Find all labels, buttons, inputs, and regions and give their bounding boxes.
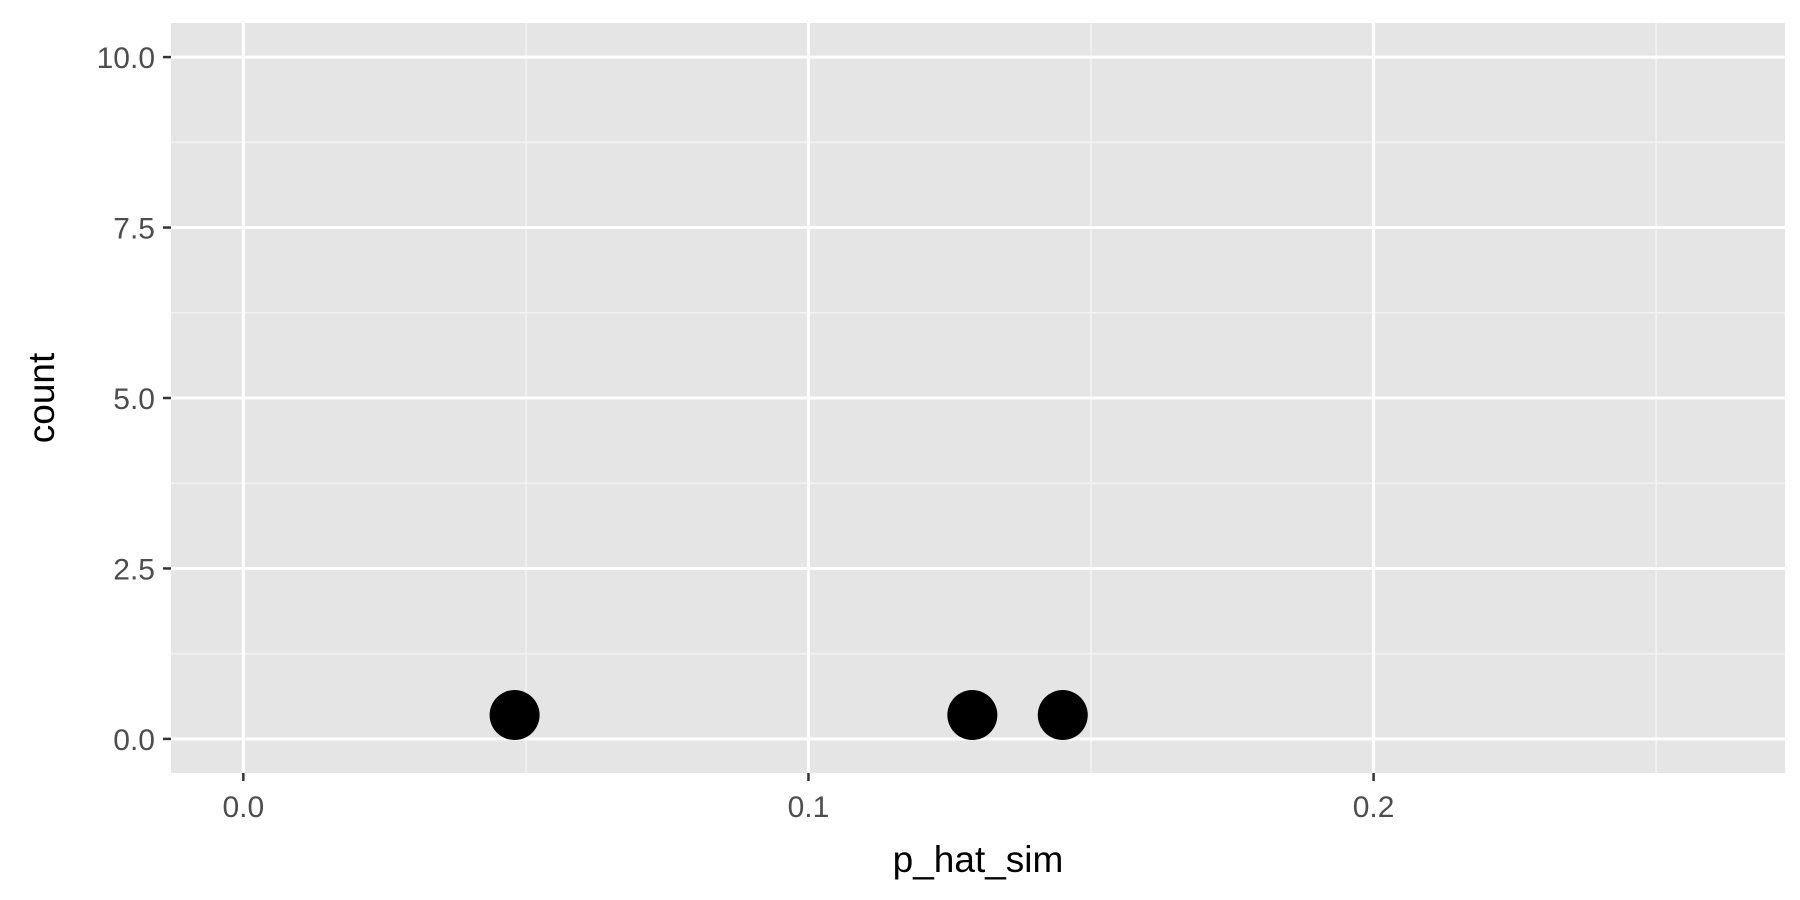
y-axis: 0.0 2.5 5.0 7.5 10.0 [97, 42, 171, 757]
x-tick-label: 0.2 [1353, 791, 1395, 824]
x-tick-label: 0.0 [222, 791, 264, 824]
y-tick-label: 10.0 [97, 42, 155, 75]
y-tick-label: 0.0 [113, 724, 155, 757]
y-axis-title: count [21, 352, 62, 443]
y-tick-label: 5.0 [113, 383, 155, 416]
data-point [947, 690, 998, 741]
data-point [1037, 690, 1088, 741]
x-axis-title: p_hat_sim [893, 839, 1064, 880]
data-points [489, 690, 1088, 741]
x-axis: 0.0 0.1 0.2 [222, 773, 1394, 824]
y-tick-label: 2.5 [113, 553, 155, 586]
data-point [489, 690, 540, 741]
x-tick-label: 0.1 [788, 791, 830, 824]
y-tick-label: 7.5 [113, 213, 155, 246]
